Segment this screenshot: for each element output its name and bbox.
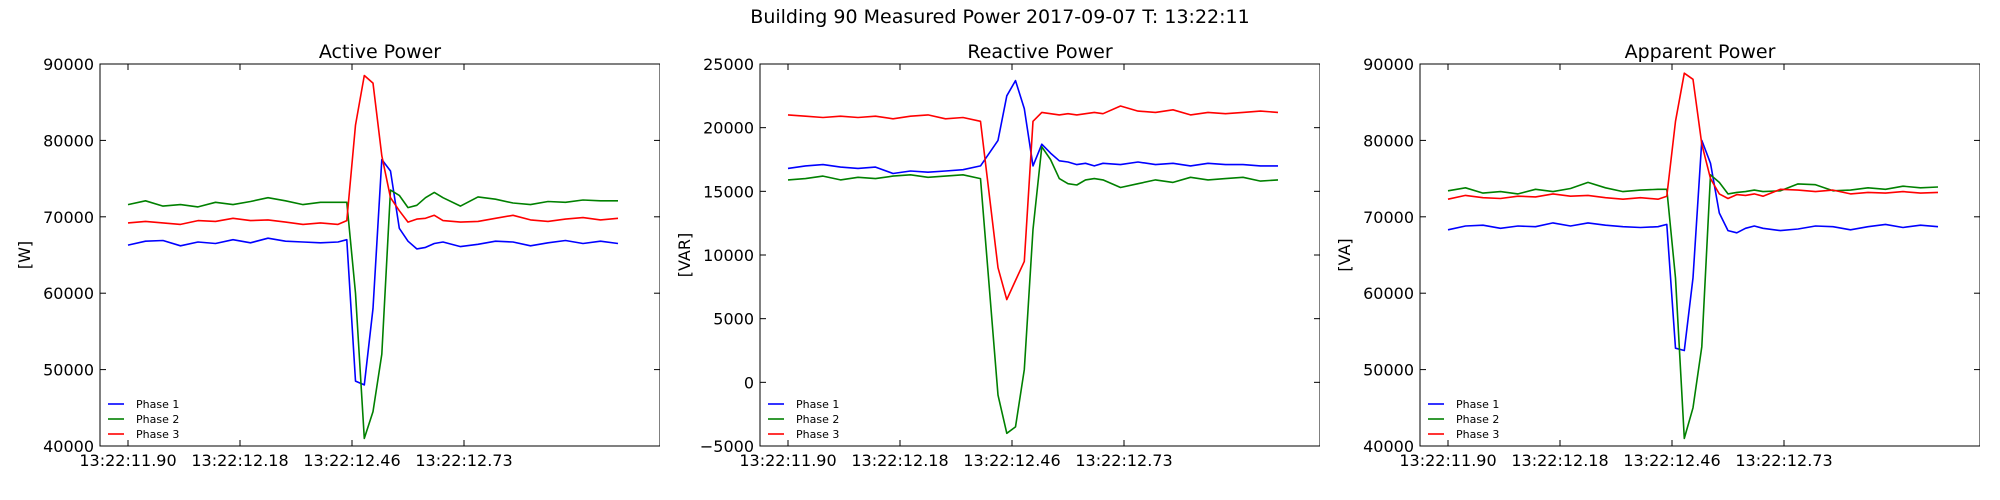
reactive-power-ytick-label: −5000 (700, 437, 754, 456)
apparent-power-xtick-label: 13:22:12.46 (1623, 451, 1720, 470)
active-power-ytick-label: 70000 (43, 208, 94, 227)
reactive-power-title: Reactive Power (967, 41, 1112, 63)
active-power-ytick-label: 60000 (43, 284, 94, 303)
apparent-power-series-phase-2-line (1447, 174, 1939, 440)
reactive-power-ytick-label: 15000 (703, 182, 754, 201)
apparent-power-axes-frame (1419, 63, 1980, 447)
reactive-power-series-group (787, 79, 1279, 435)
reactive-power-xtick-label: 13:22:12.46 (963, 451, 1060, 470)
apparent-power-ytick-label: 40000 (1363, 437, 1414, 456)
active-power-legend-label-phase-3: Phase 3 (136, 428, 179, 441)
active-power-series-group (127, 74, 619, 440)
reactive-power-series-phase-3-line (787, 105, 1279, 301)
reactive-power-series-phase-2-line (787, 146, 1279, 435)
apparent-power-ytick-label: 50000 (1363, 361, 1414, 380)
active-power-series-phase-2-line (127, 189, 618, 440)
reactive-power-series-phase-1-line (787, 79, 1278, 175)
active-power-xtick-label: 13:22:11.90 (79, 451, 176, 470)
reactive-power-ytick-label: 5000 (713, 310, 754, 329)
reactive-power-ytick-label: 10000 (703, 246, 754, 265)
reactive-power-xtick-label: 13:22:12.18 (851, 451, 948, 470)
apparent-power-xtick-label: 13:22:12.18 (1511, 451, 1608, 470)
active-power-ytick-label: 40000 (43, 437, 94, 456)
apparent-power-ytick-label: 90000 (1363, 55, 1414, 74)
active-power-xtick-label: 13:22:12.46 (303, 451, 400, 470)
reactive-power-ylabel: [VAR] (675, 233, 694, 277)
active-power-axes-frame (99, 63, 660, 447)
apparent-power-chart: Apparent Power [VA] 40000 50000 60000 70000 80… (1335, 41, 1980, 470)
active-power-series-phase-1-line (127, 158, 619, 386)
apparent-power-series-phase-1-line (1447, 139, 1939, 352)
active-power-series-phase-3-line (127, 74, 619, 226)
active-power-legend-label-phase-1: Phase 1 (136, 398, 179, 411)
active-power-legend-label-phase-2: Phase 2 (136, 413, 179, 426)
reactive-power-axes-frame (759, 63, 1320, 447)
apparent-power-ytick-label: 60000 (1363, 284, 1414, 303)
apparent-power-ylabel: [VA] (1335, 238, 1354, 271)
apparent-power-series-phase-3-line (1447, 72, 1939, 200)
reactive-power-legend-label-phase-3: Phase 3 (796, 428, 839, 441)
apparent-power-title: Apparent Power (1625, 41, 1776, 63)
apparent-power-ytick-label: 80000 (1363, 131, 1414, 150)
active-power-xtick-label: 13:22:12.73 (415, 451, 512, 470)
reactive-power-legend: Phase 1 Phase 2 Phase 3 (768, 398, 839, 441)
reactive-power-ytick-label: 25000 (703, 55, 754, 74)
active-power-xtick-label: 13:22:12.18 (191, 451, 288, 470)
active-power-chart: Active Power [W] 40000 50000 60000 70000 80000… (15, 41, 660, 470)
reactive-power-legend-label-phase-2: Phase 2 (796, 413, 839, 426)
apparent-power-ytick-label: 70000 (1363, 208, 1414, 227)
apparent-power-legend-label-phase-2: Phase 2 (1456, 413, 1499, 426)
reactive-power-ytick-label: 0 (744, 373, 754, 392)
apparent-power-series-group (1447, 72, 1939, 440)
active-power-ytick-label: 80000 (43, 131, 94, 150)
active-power-title: Active Power (319, 41, 441, 63)
figure-suptitle: Building 90 Measured Power 2017-09-07 T:… (750, 6, 1250, 28)
apparent-power-legend-label-phase-1: Phase 1 (1456, 398, 1499, 411)
active-power-ylabel: [W] (15, 241, 34, 269)
reactive-power-chart: Reactive Power [VAR] −5000 0 5000 10000 15000 2… (675, 41, 1320, 470)
active-power-legend: Phase 1 Phase 2 Phase 3 (108, 398, 179, 441)
apparent-power-legend: Phase 1 Phase 2 Phase 3 (1428, 398, 1499, 441)
reactive-power-xtick-label: 13:22:12.73 (1075, 451, 1172, 470)
active-power-ytick-label: 50000 (43, 361, 94, 380)
reactive-power-xtick-label: 13:22:11.90 (739, 451, 836, 470)
reactive-power-legend-label-phase-1: Phase 1 (796, 398, 839, 411)
apparent-power-xtick-label: 13:22:12.73 (1735, 451, 1832, 470)
active-power-ytick-label: 90000 (43, 55, 94, 74)
reactive-power-ytick-label: 20000 (703, 119, 754, 138)
apparent-power-xtick-label: 13:22:11.90 (1399, 451, 1496, 470)
apparent-power-legend-label-phase-3: Phase 3 (1456, 428, 1499, 441)
